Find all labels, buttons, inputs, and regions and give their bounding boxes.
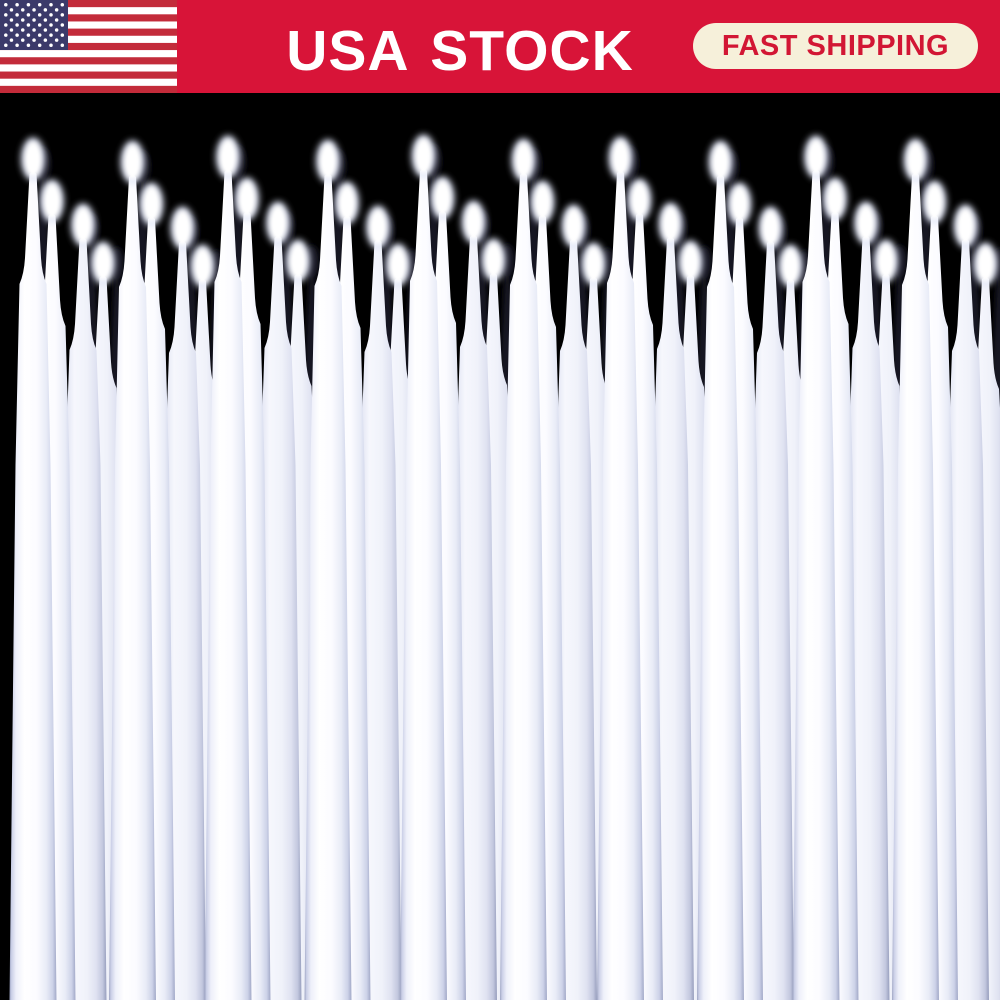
brush-tip-core	[197, 254, 208, 280]
brush-tip-core	[980, 252, 991, 278]
applicator-brush	[500, 138, 547, 1000]
brush-tip-core	[568, 214, 579, 240]
applicator-brush	[792, 135, 840, 1000]
brush-tip-core	[830, 187, 840, 213]
brush-tip-core	[715, 150, 726, 176]
flag-canton	[0, 0, 68, 50]
applicator-brush	[697, 140, 744, 1000]
brush-cluster	[204, 135, 323, 1000]
brush-tip-core	[28, 147, 38, 173]
brush-tip-core	[929, 190, 940, 216]
applicator-brush	[109, 140, 156, 1000]
brush-tip-core	[765, 216, 776, 242]
brush-tip-core	[488, 248, 499, 274]
brush-shaft	[109, 175, 156, 1000]
brush-tip-core	[146, 192, 157, 218]
brush-tip-core	[177, 216, 188, 242]
fast-shipping-badge-label: FAST SHIPPING	[721, 29, 950, 62]
brush-shaft	[9, 172, 57, 1000]
brush-tip-core	[634, 188, 645, 214]
flag-stripe	[0, 14, 177, 22]
flag-stripe	[0, 64, 177, 72]
brush-shaft	[697, 175, 744, 1000]
us-flag-icon	[0, 0, 177, 93]
brush-shaft	[304, 174, 352, 1000]
applicator-brush	[597, 136, 644, 1000]
brush-tip-core	[223, 145, 233, 171]
flag-stripe	[0, 42, 177, 51]
brush-shaft	[792, 170, 840, 1000]
flag-stripe	[0, 0, 177, 8]
product-photo	[0, 93, 1000, 1000]
brush-tip-core	[785, 254, 796, 280]
flag-stripe	[0, 7, 177, 15]
brush-tip-core	[98, 251, 108, 277]
brush-shaft	[892, 173, 939, 1000]
brush-cluster	[400, 134, 519, 1000]
brush-tip-core	[861, 211, 871, 237]
brush-tip-core	[615, 146, 626, 172]
flag-stars	[4, 3, 65, 47]
brush-tip-core	[734, 192, 745, 218]
flag-stripe	[0, 35, 177, 44]
brush-cluster	[597, 136, 716, 1000]
applicator-brush	[400, 134, 447, 1000]
brush-cluster	[9, 137, 128, 1000]
flag-stripe	[0, 28, 177, 37]
flag-stripe	[0, 71, 177, 79]
brush-tip-core	[127, 150, 138, 176]
brush-tip-core	[342, 191, 352, 217]
banner-title: USA STOCK	[286, 19, 634, 83]
brush-tip-core	[811, 145, 821, 171]
brush-tip-core	[293, 249, 303, 275]
flag-stripe	[0, 21, 177, 29]
brush-tip-core	[437, 186, 448, 212]
brush-tip-core	[47, 189, 57, 215]
header-banner: USA STOCK FAST SHIPPING	[0, 0, 1000, 93]
brush-tip-core	[665, 212, 676, 238]
brush-tip-core	[960, 214, 971, 240]
brush-tip-core	[78, 213, 88, 239]
brush-tip-core	[468, 210, 479, 236]
brush-cluster	[892, 138, 1000, 1000]
brush-tip-core	[393, 253, 403, 279]
brush-tip-core	[373, 215, 383, 241]
brush-shaft	[204, 170, 252, 1000]
brush-tip-core	[881, 249, 891, 275]
flag-stripe	[0, 78, 177, 87]
flag-stripe	[0, 50, 177, 58]
brush-shaft	[400, 169, 447, 1000]
flag-stripe	[0, 85, 177, 93]
brush-tip-core	[910, 148, 921, 174]
brush-tip-core	[588, 252, 599, 278]
brush-tip-core	[242, 187, 252, 213]
brush-tip-core	[537, 190, 548, 216]
brush-tip-core	[518, 148, 529, 174]
applicator-brush	[9, 137, 57, 1000]
brush-tip-core	[418, 144, 429, 170]
brush-cluster	[304, 139, 423, 1000]
brush-shaft	[500, 173, 547, 1000]
brush-tip-core	[273, 211, 283, 237]
applicator-brush	[204, 135, 252, 1000]
brush-tip-core	[323, 149, 333, 175]
applicator-brush	[304, 139, 352, 1000]
brush-cluster	[697, 140, 816, 1000]
brush-tip-core	[685, 250, 696, 276]
brush-shaft	[597, 171, 644, 1000]
fast-shipping-badge: FAST SHIPPING	[693, 23, 978, 69]
flag-stripe	[0, 57, 177, 65]
applicator-brush	[892, 138, 939, 1000]
